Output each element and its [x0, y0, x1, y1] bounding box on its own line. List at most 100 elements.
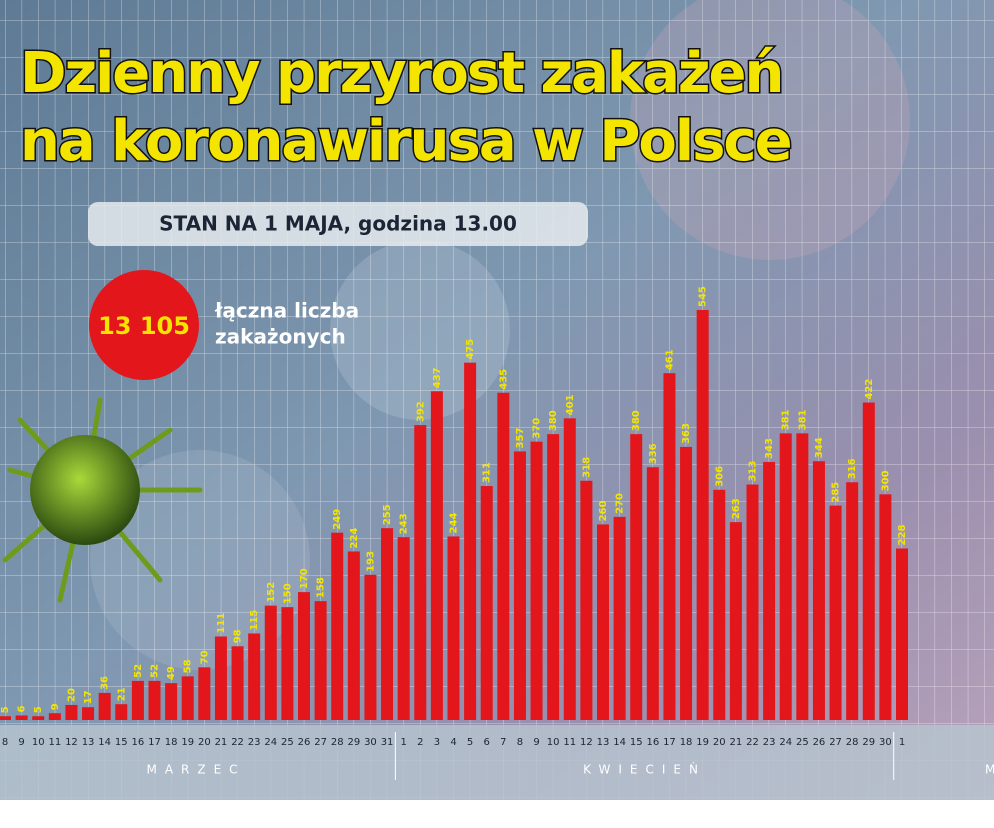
- value-label: 260: [598, 500, 609, 521]
- value-label: 115: [249, 610, 260, 631]
- value-label: 98: [233, 629, 244, 643]
- value-label: 49: [166, 666, 177, 680]
- x-tick-label: 7: [500, 737, 506, 748]
- bar: [763, 461, 776, 720]
- bar: [862, 402, 875, 720]
- bar: [314, 601, 327, 720]
- bar: [331, 532, 344, 720]
- value-label: 270: [615, 493, 626, 514]
- bar: [364, 574, 377, 720]
- x-tick-label: 19: [696, 737, 709, 748]
- value-label: 336: [648, 443, 659, 464]
- x-tick-label: 21: [215, 737, 228, 748]
- bar: [497, 392, 510, 720]
- x-tick-label: 6: [484, 737, 490, 748]
- value-label: 545: [698, 286, 709, 307]
- value-label: 20: [66, 688, 77, 702]
- bar: [0, 716, 11, 720]
- x-tick-label: 29: [347, 737, 360, 748]
- bar: [447, 536, 460, 720]
- value-label: 311: [482, 462, 493, 483]
- bar: [713, 489, 726, 720]
- value-label: 300: [880, 470, 891, 491]
- value-label: 158: [316, 577, 327, 598]
- bar: [198, 667, 211, 720]
- bar: [812, 461, 825, 720]
- x-tick-label: 27: [829, 737, 842, 748]
- bar: [248, 633, 261, 720]
- x-tick-label: 10: [32, 737, 45, 748]
- value-label: 58: [183, 659, 194, 673]
- x-tick-label: 31: [381, 737, 394, 748]
- x-tick-label: 9: [533, 737, 539, 748]
- virus-icon: [2, 397, 203, 603]
- value-label: 381: [781, 409, 792, 430]
- value-label: 263: [731, 498, 742, 519]
- x-tick-label: 25: [796, 737, 809, 748]
- bar: [597, 524, 609, 720]
- x-tick-label: 29: [862, 737, 875, 748]
- bar: [48, 713, 61, 720]
- x-tick-label: 30: [879, 737, 892, 748]
- value-label: 17: [83, 690, 94, 704]
- x-tick-label: 30: [364, 737, 377, 748]
- value-label: 475: [465, 339, 476, 360]
- value-label: 401: [565, 394, 576, 415]
- value-label: 422: [864, 379, 875, 400]
- value-label: 435: [498, 369, 509, 390]
- value-label: 285: [831, 482, 842, 503]
- bar: [896, 548, 908, 720]
- x-tick-label: 1: [899, 737, 905, 748]
- bar: [547, 434, 560, 720]
- subtitle-box: [88, 202, 588, 246]
- bar: [214, 636, 227, 720]
- value-label: 255: [382, 504, 393, 525]
- x-tick-label: 13: [82, 737, 95, 748]
- x-tick-label: 25: [281, 737, 294, 748]
- value-label: 370: [532, 418, 543, 439]
- bar: [15, 715, 28, 720]
- x-tick-label: 3: [434, 737, 440, 748]
- bar: [32, 716, 45, 720]
- bar: [530, 441, 543, 720]
- value-label: 150: [282, 583, 293, 604]
- x-tick-label: 24: [779, 737, 792, 748]
- value-label: 243: [399, 513, 410, 534]
- bar: [181, 676, 194, 720]
- x-tick-label: 28: [846, 737, 859, 748]
- x-tick-label: 13: [597, 737, 610, 748]
- value-label: 36: [100, 676, 111, 690]
- value-label: 152: [266, 582, 277, 603]
- x-tick-label: 17: [663, 737, 676, 748]
- x-tick-label: 12: [65, 737, 78, 748]
- value-label: 363: [681, 423, 692, 444]
- x-tick-label: 12: [580, 737, 593, 748]
- x-tick-label: 2: [417, 737, 423, 748]
- value-label: 249: [332, 509, 343, 530]
- bar: [646, 467, 659, 720]
- bar: [630, 434, 643, 720]
- bar: [879, 494, 892, 720]
- x-tick-label: 22: [231, 737, 244, 748]
- x-tick-label: 16: [646, 737, 659, 748]
- x-tick-label: 16: [132, 737, 145, 748]
- bar: [513, 451, 526, 720]
- value-label: 316: [847, 458, 858, 479]
- value-label: 461: [664, 349, 675, 370]
- bar: [397, 537, 410, 720]
- title-line: Dzienny przyrost zakażeń: [20, 41, 782, 106]
- bar: [381, 528, 394, 720]
- bar: [696, 310, 709, 720]
- bar: [98, 692, 111, 720]
- bar: [115, 704, 128, 720]
- x-tick-label: 1: [400, 737, 406, 748]
- total-caption: zakażonych: [215, 325, 346, 349]
- value-label: 228: [897, 525, 908, 546]
- title-line: na koronawirusa w Polsce: [20, 109, 791, 174]
- x-tick-label: 24: [264, 737, 277, 748]
- x-tick-label: 8: [517, 737, 523, 748]
- bar: [829, 505, 842, 720]
- x-tick-label: 18: [680, 737, 693, 748]
- bar: [165, 683, 178, 720]
